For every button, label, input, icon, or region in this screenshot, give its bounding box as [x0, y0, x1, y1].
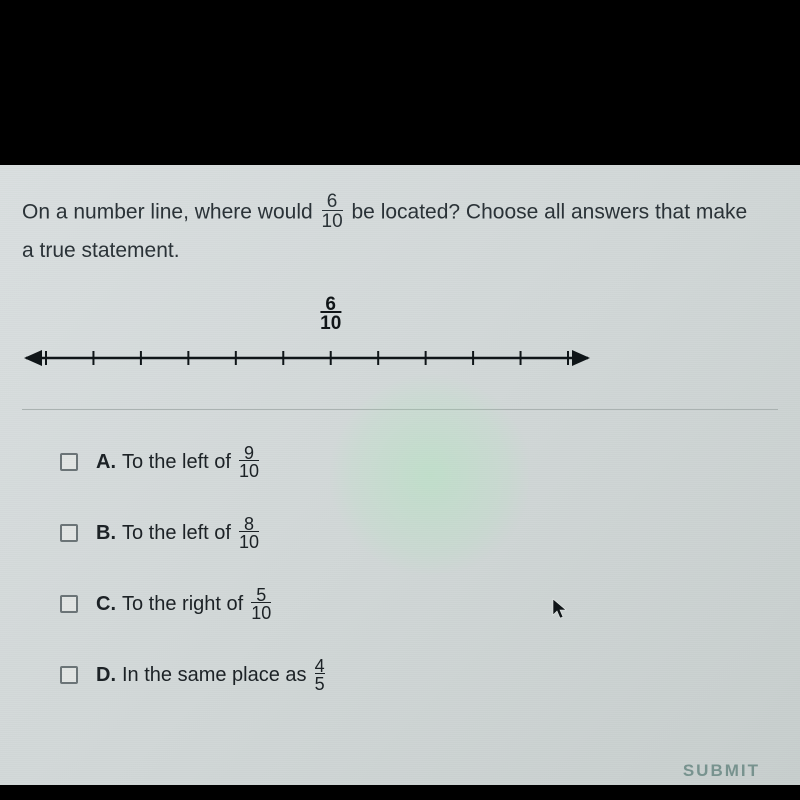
question-fraction-num: 6: [327, 191, 338, 212]
answer-checkbox[interactable]: [60, 666, 78, 684]
answer-letter: D.: [96, 664, 116, 687]
answer-option[interactable]: A. To the left of 910: [60, 444, 778, 481]
answer-checkbox[interactable]: [60, 453, 78, 471]
numberline-label-den: 10: [320, 311, 341, 334]
numberline: 6 10: [22, 295, 592, 373]
question-part3: a true statement.: [22, 239, 180, 262]
answer-text: In the same place as: [122, 664, 307, 687]
answer-letter: A.: [96, 451, 116, 474]
question-text: On a number line, where would 6 10 be lo…: [22, 193, 778, 269]
answer-checkbox[interactable]: [60, 524, 78, 542]
answer-letter: C.: [96, 593, 116, 616]
answer-fraction-den: 10: [239, 531, 259, 552]
answer-option[interactable]: C. To the right of 510: [60, 586, 778, 623]
numberline-svg: [22, 343, 592, 373]
answer-text: To the left of: [122, 451, 231, 474]
numberline-region: 6 10: [22, 295, 778, 410]
answer-fraction: 510: [251, 586, 271, 623]
question-fraction: 6 10: [322, 192, 343, 232]
question-panel: On a number line, where would 6 10 be lo…: [0, 165, 800, 785]
question-part2: be located? Choose all answers that make: [352, 200, 748, 223]
question-part1: On a number line, where would: [22, 200, 313, 223]
answer-letter: B.: [96, 522, 116, 545]
submit-button[interactable]: SUBMIT: [683, 761, 760, 781]
answer-fraction-den: 10: [239, 460, 259, 481]
numberline-label: 6 10: [320, 295, 341, 334]
answer-fraction-den: 10: [251, 602, 271, 623]
answer-text: To the right of: [122, 593, 243, 616]
answer-option[interactable]: B. To the left of 810: [60, 515, 778, 552]
question-fraction-den: 10: [322, 210, 343, 232]
answer-fraction: 45: [315, 657, 325, 694]
answer-option[interactable]: D. In the same place as 45: [60, 657, 778, 694]
answer-list: A. To the left of 910 B. To the left of 810 C.…: [22, 444, 778, 694]
answer-checkbox[interactable]: [60, 595, 78, 613]
answer-fraction: 910: [239, 444, 259, 481]
answer-text: To the left of: [122, 522, 231, 545]
answer-fraction: 810: [239, 515, 259, 552]
answer-fraction-den: 5: [315, 673, 325, 694]
